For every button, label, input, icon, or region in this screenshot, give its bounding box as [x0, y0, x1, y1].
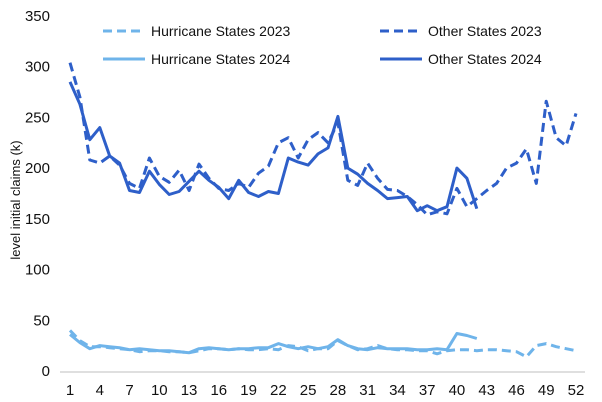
y-tick-label: 200: [25, 160, 50, 177]
y-tick-label: 0: [42, 363, 50, 380]
x-tick-label: 40: [449, 382, 466, 399]
x-tick-label: 28: [330, 382, 347, 399]
x-tick-label: 1: [66, 382, 74, 399]
x-tick-label: 19: [240, 382, 257, 399]
legend-label: Hurricane States 2023: [151, 23, 291, 39]
x-axis-ticks: 1 4 7 10 13 16 19 22 25 28 31 34 37 40 43 46 49 52: [66, 382, 585, 399]
x-tick-label: 13: [181, 382, 198, 399]
y-axis-title: level initial claims (k): [8, 140, 23, 259]
y-tick-label: 50: [33, 312, 50, 329]
legend: Hurricane States 2023 Other States 2023 Hu…: [103, 23, 542, 67]
legend-label: Other States 2024: [428, 51, 542, 67]
series-line-other-states-2023: [68, 62, 578, 217]
x-tick-label: 16: [210, 382, 227, 399]
y-tick-label: 300: [25, 59, 50, 76]
x-tick-label: 37: [419, 382, 436, 399]
series-layer: [68, 62, 578, 359]
y-tick-label: 250: [25, 109, 50, 126]
x-tick-label: 49: [538, 382, 555, 399]
y-axis-ticks: 0 50 100 150 200 250 300 350: [25, 8, 50, 380]
x-tick-label: 31: [359, 382, 376, 399]
x-tick-label: 4: [96, 382, 104, 399]
legend-label: Hurricane States 2024: [151, 51, 291, 67]
y-tick-label: 100: [25, 262, 50, 279]
x-tick-label: 43: [478, 382, 495, 399]
legend-label: Other States 2023: [428, 23, 542, 39]
legend-item: Other States 2023: [380, 23, 542, 39]
series-line-hurricane-states-2024: [69, 332, 478, 355]
series-line-hurricane-states-2023: [68, 329, 577, 359]
x-tick-label: 52: [568, 382, 585, 399]
x-tick-label: 34: [389, 382, 406, 399]
y-tick-label: 350: [25, 8, 50, 25]
legend-item: Other States 2024: [380, 51, 542, 67]
x-tick-label: 22: [270, 382, 287, 399]
y-tick-label: 150: [25, 211, 50, 228]
x-tick-label: 7: [125, 382, 133, 399]
x-tick-label: 25: [300, 382, 317, 399]
x-tick-label: 46: [508, 382, 525, 399]
legend-item: Hurricane States 2024: [103, 51, 291, 67]
legend-item: Hurricane States 2023: [103, 23, 291, 39]
series-line-other-states-2024: [68, 81, 479, 213]
x-tick-label: 10: [151, 382, 168, 399]
